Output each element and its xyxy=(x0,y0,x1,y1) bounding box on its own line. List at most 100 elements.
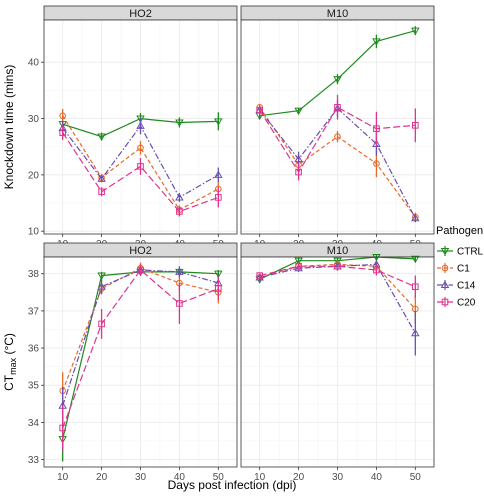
x-axis-label: Days post infection (dpi) xyxy=(168,478,297,492)
data-point xyxy=(97,282,106,290)
data-point xyxy=(97,174,106,182)
series-line xyxy=(62,269,219,406)
legend: Pathogen CTRL C1 C14 C20 xyxy=(436,225,484,309)
data-point xyxy=(372,253,381,262)
data-point xyxy=(294,107,303,116)
data-point xyxy=(333,76,342,84)
y-tick-label: 30 xyxy=(28,114,40,125)
data-point xyxy=(412,283,419,291)
y-tick-label: 36 xyxy=(28,344,40,355)
series-c20 xyxy=(256,94,419,181)
data-point xyxy=(334,103,341,111)
y-tick-label: 38 xyxy=(28,269,40,280)
legend-title: Pathogen xyxy=(436,225,483,237)
facet-strip-label: HO2 xyxy=(129,245,152,257)
y-tick-label: 40 xyxy=(28,58,40,69)
x-tick-label: 30 xyxy=(135,472,147,483)
series-c20 xyxy=(59,125,222,217)
data-point xyxy=(176,300,183,307)
y-tick-label: 10 xyxy=(28,227,40,238)
panel-ho2-row2: HO2 10 20 30 40 50 33 34 35 36 37 38 xyxy=(28,242,238,483)
data-point xyxy=(372,139,381,147)
y-tick-label: 34 xyxy=(28,418,40,429)
series-line xyxy=(62,115,219,211)
data-point xyxy=(411,255,420,264)
data-point xyxy=(214,118,223,126)
data-point xyxy=(255,273,264,281)
x-tick-label: 40 xyxy=(174,472,186,483)
data-point xyxy=(412,122,419,129)
legend-label: CTRL xyxy=(457,247,484,258)
series-line xyxy=(259,106,416,174)
data-point xyxy=(411,328,420,337)
data-point xyxy=(295,168,302,176)
series-line xyxy=(62,269,219,429)
data-point xyxy=(373,125,380,132)
data-point xyxy=(295,262,302,270)
data-point xyxy=(215,285,222,292)
data-point xyxy=(175,267,184,275)
y-tick-label: 33 xyxy=(28,455,40,466)
data-point xyxy=(294,257,303,266)
data-point xyxy=(215,194,222,201)
data-point xyxy=(59,424,66,432)
data-point xyxy=(294,154,303,163)
data-point xyxy=(136,121,145,129)
x-tick-label: 20 xyxy=(293,472,305,483)
data-point xyxy=(294,263,303,272)
data-point xyxy=(97,272,106,280)
legend-key-marker xyxy=(440,280,450,289)
panel-m10-row2: M10 10 20 30 40 50 xyxy=(240,242,435,483)
panel-ho2-row1: HO2102030405010203040 xyxy=(28,5,238,250)
data-point xyxy=(334,262,341,270)
facet-strip-label: HO2 xyxy=(129,8,152,20)
data-point xyxy=(98,320,105,328)
data-point xyxy=(214,170,223,178)
x-tick-label: 10 xyxy=(254,472,266,483)
x-tick-label: 50 xyxy=(213,472,225,483)
y-tick-label: 37 xyxy=(28,306,40,317)
legend-item-ctrl: CTRL xyxy=(437,246,484,258)
legend-key-marker xyxy=(441,298,449,306)
data-point xyxy=(333,257,342,266)
x-tick-label: 40 xyxy=(371,472,383,483)
y-tick-label: 20 xyxy=(28,170,40,181)
legend-item-c1: C1 xyxy=(437,263,470,275)
x-tick-label: 20 xyxy=(96,472,108,483)
facet-strip-label: M10 xyxy=(327,8,348,20)
y-axis-label: Knockdown time (mins) xyxy=(2,65,16,190)
x-tick-label: 30 xyxy=(332,472,344,483)
data-point xyxy=(137,144,144,152)
series-c20 xyxy=(256,261,419,298)
x-tick-label: 50 xyxy=(410,472,422,483)
series-c20 xyxy=(59,264,222,451)
data-point xyxy=(373,266,380,274)
legend-key-marker xyxy=(440,247,450,256)
data-point xyxy=(334,133,341,140)
data-point xyxy=(411,27,420,36)
data-point xyxy=(411,213,420,222)
data-point xyxy=(59,112,66,120)
data-point xyxy=(214,270,223,279)
data-point xyxy=(137,163,144,170)
series-ctrl xyxy=(255,26,420,121)
data-point xyxy=(59,129,66,136)
legend-label: C14 xyxy=(457,281,476,292)
data-point xyxy=(136,115,145,123)
data-point xyxy=(372,38,381,46)
legend-key-marker xyxy=(441,264,449,272)
data-point xyxy=(256,272,263,279)
data-point xyxy=(97,133,106,141)
data-point xyxy=(175,119,184,127)
legend-label: C20 xyxy=(457,298,476,309)
series-line xyxy=(259,265,416,288)
facet-strip-label: M10 xyxy=(327,245,348,257)
x-tick-label: 10 xyxy=(57,472,69,483)
data-point xyxy=(176,208,183,215)
data-point xyxy=(98,188,105,196)
data-point xyxy=(175,192,184,201)
y-tick-label: 35 xyxy=(28,381,40,392)
legend-label: C1 xyxy=(457,264,470,275)
